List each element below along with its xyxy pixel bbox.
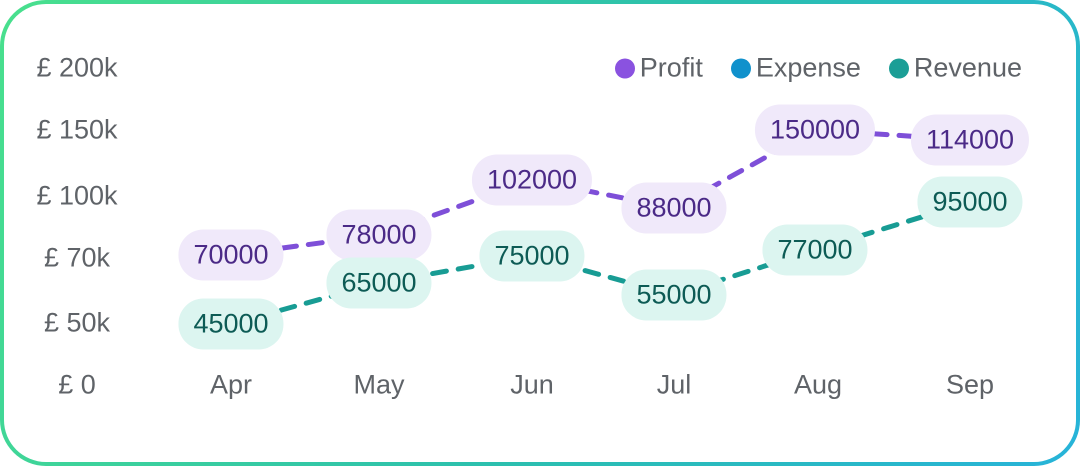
y-axis-label-70k: £ 70k	[43, 242, 111, 273]
revenue-point-sep[interactable]: 95000	[917, 176, 1023, 228]
legend-label-profit: Profit	[639, 52, 703, 83]
revenue-point-aug[interactable]: 77000	[762, 224, 868, 276]
y-axis-label-150k: £ 150k	[36, 114, 118, 145]
legend-item-expense[interactable]: Expense	[730, 52, 861, 84]
x-axis-label-jun: Jun	[510, 369, 554, 400]
chart-legend: Profit Expense Revenue	[614, 52, 1022, 84]
y-axis-label-0: £ 0	[58, 369, 96, 400]
profit-point-apr[interactable]: 70000	[178, 229, 284, 281]
legend-item-revenue[interactable]: Revenue	[888, 52, 1022, 84]
profit-point-may[interactable]: 78000	[326, 209, 432, 261]
legend-item-profit[interactable]: Profit	[614, 52, 703, 84]
legend-label-revenue: Revenue	[913, 52, 1022, 83]
revenue-dot-icon	[888, 58, 909, 78]
x-axis-label-apr: Apr	[209, 369, 253, 400]
profit-point-jul[interactable]: 88000	[621, 182, 727, 234]
y-axis-label-200k: £ 200k	[36, 52, 118, 83]
expense-dot-icon	[730, 58, 751, 78]
revenue-point-jul[interactable]: 55000	[621, 269, 727, 321]
profit-point-jun[interactable]: 102000	[471, 154, 593, 206]
legend-label-expense: Expense	[755, 52, 861, 83]
profit-dot-icon	[614, 58, 635, 78]
x-axis-label-aug: Aug	[793, 369, 843, 400]
x-axis-label-jul: Jul	[656, 369, 692, 400]
y-axis-label-50k: £ 50k	[43, 307, 111, 338]
revenue-point-may[interactable]: 65000	[326, 257, 432, 309]
x-axis-label-sep: Sep	[945, 369, 995, 400]
profit-point-aug[interactable]: 150000	[754, 104, 876, 156]
revenue-point-jun[interactable]: 75000	[479, 230, 585, 282]
y-axis-label-100k: £ 100k	[36, 180, 118, 211]
revenue-point-apr[interactable]: 45000	[178, 298, 284, 350]
x-axis-label-may: May	[353, 369, 405, 400]
profit-point-sep[interactable]: 114000	[910, 114, 1030, 166]
